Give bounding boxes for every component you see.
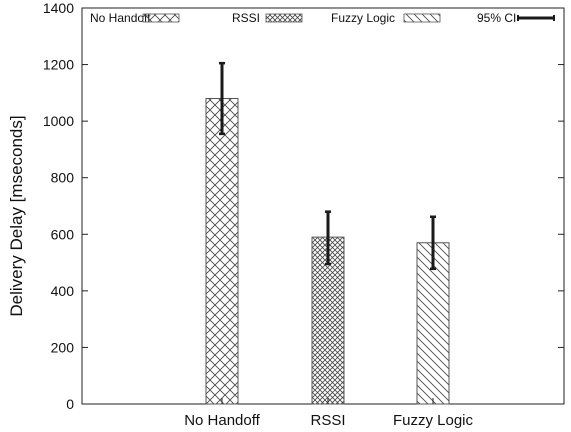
- legend-label: 95% CI: [477, 11, 516, 25]
- y-tick-label: 400: [51, 283, 75, 299]
- x-tick-label: RSSI: [310, 412, 345, 429]
- legend: No Handoff RSSI Fuzzy Logic 95% CI: [90, 11, 555, 25]
- x-axis-labels: No Handoff RSSI Fuzzy Logic: [184, 398, 474, 429]
- y-tick-label: 1000: [43, 113, 74, 129]
- legend-label: RSSI: [232, 11, 260, 25]
- y-tick-label: 800: [51, 170, 75, 186]
- y-tick-label: 1200: [43, 57, 74, 73]
- y-axis-ticks: 0 200 400 600 800 1000 1200 1400: [43, 0, 564, 412]
- y-axis-title: Delivery Delay [mseconds]: [7, 115, 26, 316]
- x-tick-label: Fuzzy Logic: [393, 412, 474, 429]
- y-tick-label: 600: [51, 226, 75, 242]
- legend-label: Fuzzy Logic: [331, 11, 395, 25]
- legend-swatch: [142, 13, 180, 23]
- y-tick-label: 200: [51, 339, 75, 355]
- y-tick-label: 1400: [43, 0, 74, 16]
- legend-label: No Handoff: [90, 11, 151, 25]
- legend-swatch: [265, 13, 303, 23]
- legend-swatch: [403, 13, 441, 23]
- x-tick-label: No Handoff: [184, 412, 260, 429]
- bar: [205, 98, 239, 405]
- y-tick-label: 0: [66, 396, 74, 412]
- error-bars: [219, 61, 436, 271]
